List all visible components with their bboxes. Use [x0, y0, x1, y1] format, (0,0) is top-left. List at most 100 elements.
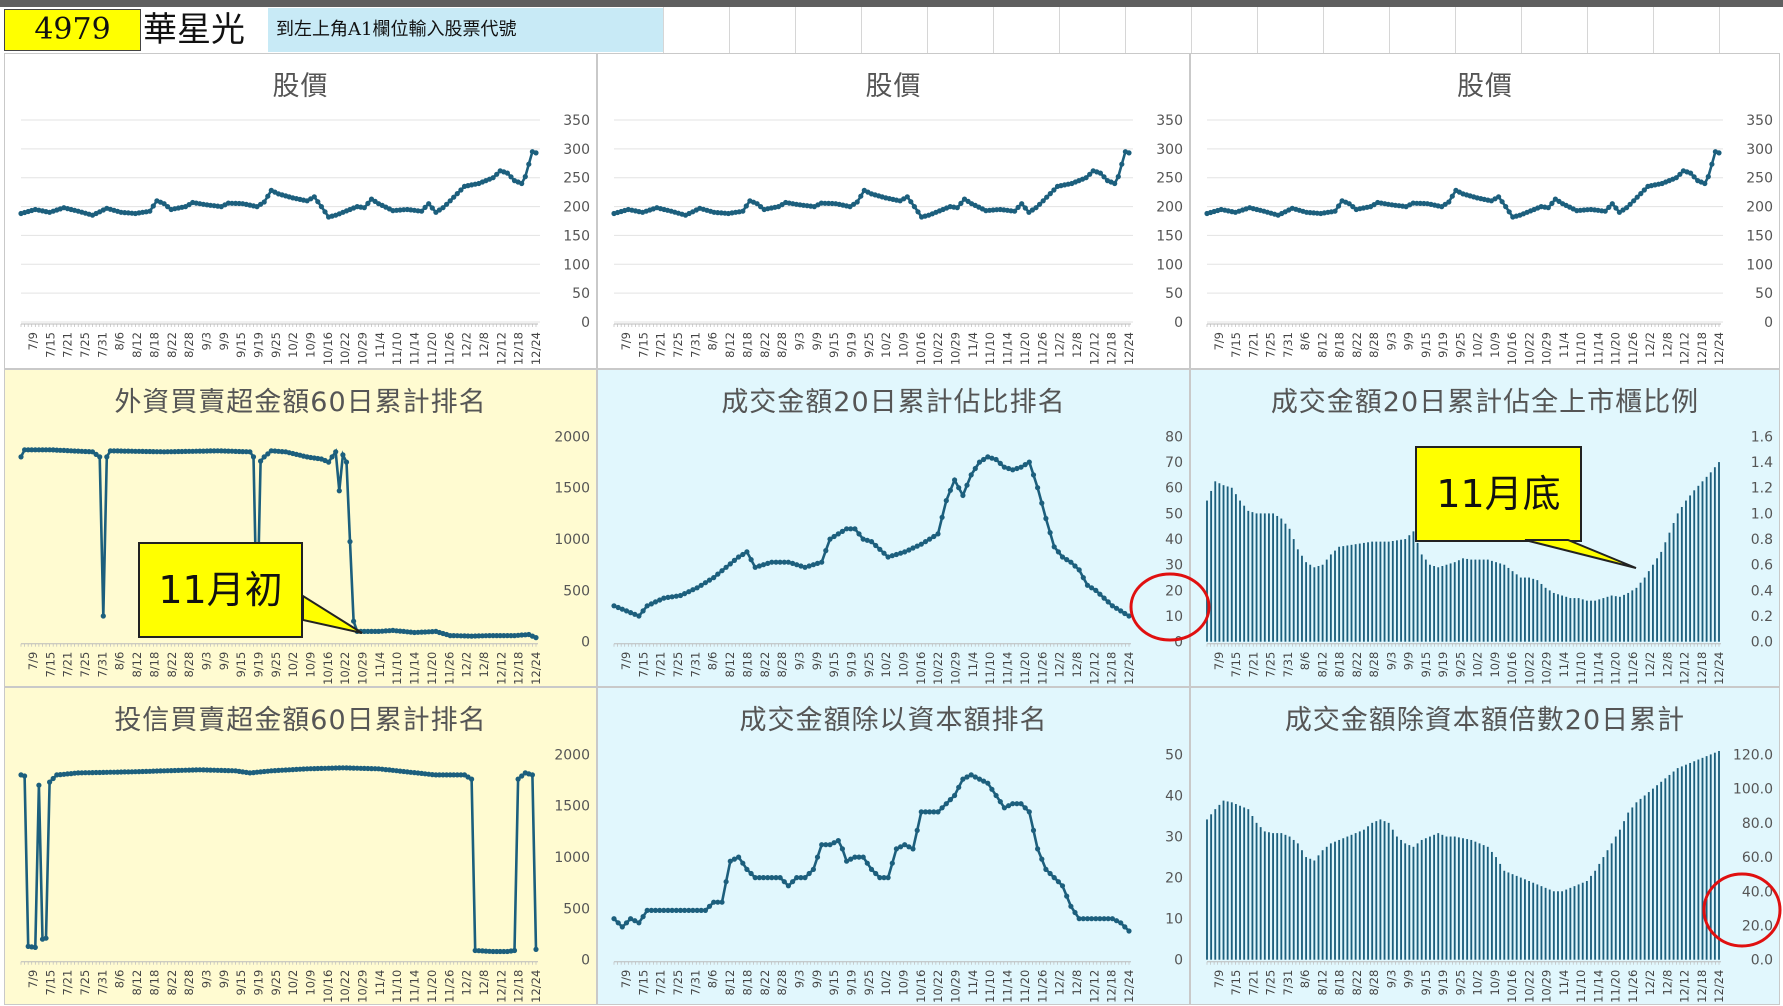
- data-point: [677, 907, 684, 913]
- data-point: [623, 608, 630, 614]
- data-point: [97, 454, 103, 460]
- x-tick-label: 12/12: [494, 970, 508, 1003]
- x-tick-label: 8/12: [1315, 970, 1329, 996]
- data-point: [715, 571, 721, 577]
- y-tick-label: 50: [1755, 286, 1773, 302]
- data-point: [777, 559, 783, 565]
- x-tick-label: 8/12: [130, 332, 144, 358]
- data-point: [1545, 205, 1551, 211]
- data-point: [989, 455, 995, 461]
- data-point: [981, 778, 987, 784]
- data-point: [682, 591, 688, 597]
- x-tick-label: 10/2: [879, 332, 893, 358]
- callout-late-november: 11月底: [1415, 446, 1582, 542]
- x-tick-label: 10/2: [286, 332, 300, 358]
- bar: [1519, 577, 1522, 642]
- data-point: [881, 550, 887, 556]
- bar: [1239, 805, 1241, 960]
- x-tick-label: 9/9: [217, 332, 231, 351]
- bar: [1292, 539, 1295, 642]
- data-point: [1691, 174, 1697, 180]
- data-point: [511, 947, 518, 954]
- cell-divider: [1455, 7, 1456, 53]
- bar: [1400, 539, 1402, 642]
- bar: [1362, 829, 1365, 960]
- bar: [1301, 555, 1303, 642]
- cell-divider: [1521, 7, 1522, 53]
- chart-title: 股價: [865, 71, 922, 102]
- data-point: [326, 459, 332, 465]
- x-tick-label: 8/6: [1298, 332, 1312, 351]
- x-tick-label: 9/19: [1436, 332, 1450, 358]
- data-point: [748, 557, 754, 563]
- chart-foreign: 外資買賣超金額60日累計排名 2000 1500 1000 500 0 7/9 7/15 7/2…: [4, 369, 597, 687]
- y-tick-label: 60: [1165, 481, 1183, 497]
- data-point: [740, 551, 746, 558]
- data-point: [1624, 205, 1630, 211]
- bar: [1272, 833, 1274, 960]
- x-tick-label: 11/26: [442, 332, 456, 365]
- data-point: [258, 458, 264, 464]
- bar: [1631, 807, 1634, 960]
- data-point: [1118, 608, 1124, 614]
- bar: [1524, 879, 1526, 960]
- data-point: [1716, 150, 1722, 156]
- bar: [1507, 567, 1510, 642]
- data-point: [864, 860, 870, 866]
- x-tick-label: 10/22: [1522, 652, 1536, 685]
- y-tick-label: 250: [563, 171, 590, 187]
- bar: [1709, 472, 1712, 642]
- y-tick-label: 0.2: [1751, 609, 1773, 625]
- x-tick-label: 12/2: [1643, 652, 1657, 678]
- data-point: [429, 205, 435, 211]
- bar: [1486, 846, 1489, 960]
- bar: [1618, 829, 1621, 960]
- bar: [1478, 559, 1481, 642]
- data-point: [956, 485, 962, 491]
- x-tick-label: 9/25: [862, 652, 876, 678]
- x-tick-label: 9/15: [234, 970, 248, 996]
- data-point: [898, 844, 904, 850]
- bar: [1305, 857, 1308, 960]
- data-point: [715, 899, 721, 905]
- data-point: [315, 199, 321, 205]
- x-tick-label: 11/26: [1035, 652, 1049, 685]
- data-point: [22, 773, 28, 779]
- x-tick-label: 7/21: [654, 652, 668, 678]
- x-tick-label: 10/16: [914, 970, 928, 1003]
- x-tick-label: 11/26: [442, 652, 456, 685]
- data-point: [790, 560, 796, 566]
- bar: [1614, 836, 1617, 960]
- x-tick-label: 9/25: [269, 332, 283, 358]
- data-point: [250, 454, 257, 460]
- bar: [1676, 513, 1679, 642]
- bar: [1317, 566, 1320, 642]
- data-point: [1702, 180, 1708, 187]
- data-point: [908, 199, 914, 205]
- x-tick-label: 11/4: [1557, 970, 1571, 996]
- bar: [1433, 566, 1436, 642]
- bar: [1552, 891, 1555, 960]
- x-tick-label: 9/9: [1402, 970, 1416, 989]
- data-point: [810, 562, 816, 568]
- ticker-cell[interactable]: 4979: [4, 9, 141, 51]
- bar: [1214, 481, 1217, 642]
- x-tick-label: 8/18: [147, 332, 161, 358]
- data-point: [854, 199, 860, 205]
- x-tick-label: 8/6: [706, 652, 720, 671]
- x-tick-label: 11/4: [373, 652, 387, 678]
- bar: [1544, 587, 1547, 642]
- data-point: [860, 854, 866, 860]
- x-tick-label: 12/8: [1660, 970, 1674, 996]
- x-tick-label: 10/2: [1471, 970, 1485, 996]
- bar: [1540, 583, 1543, 642]
- bar: [1647, 792, 1650, 960]
- data-point: [910, 846, 916, 852]
- data-point: [1010, 801, 1016, 807]
- data-point: [1010, 467, 1016, 473]
- data-point: [1072, 563, 1078, 569]
- data-point: [1047, 530, 1053, 536]
- bar: [1478, 843, 1481, 960]
- x-tick-label: 9/19: [1436, 652, 1450, 678]
